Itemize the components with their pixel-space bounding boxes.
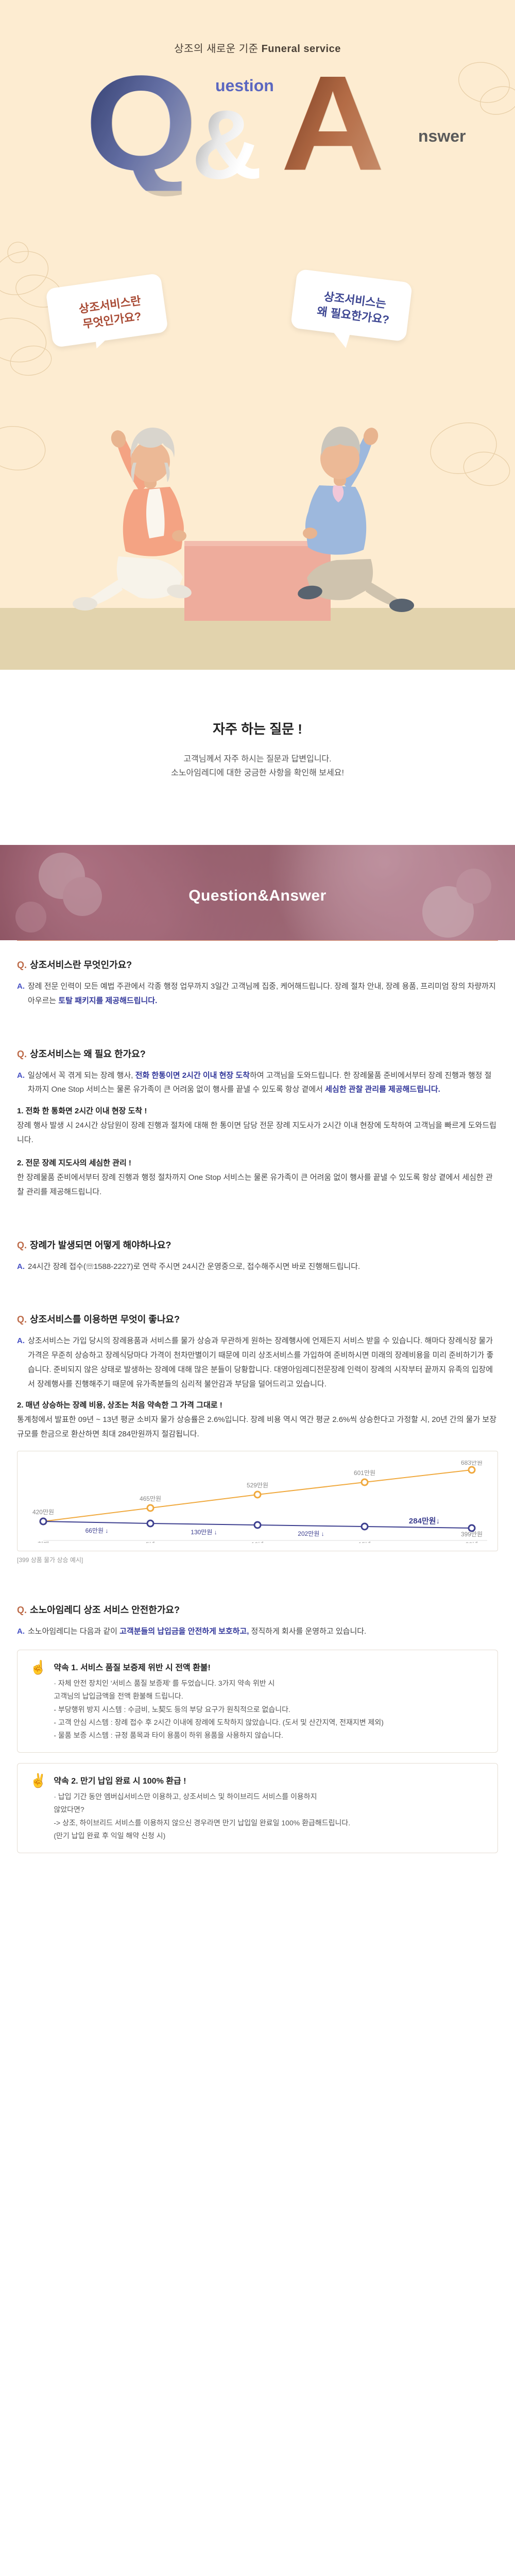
svg-text:529만원: 529만원 (247, 1482, 268, 1489)
svg-text:66만원 ↓: 66만원 ↓ (85, 1527, 109, 1534)
svg-text:601만원: 601만원 (354, 1469, 375, 1477)
svg-text:15년: 15년 (358, 1541, 371, 1543)
svg-text:465만원: 465만원 (140, 1495, 161, 1502)
svg-text:10년: 10년 (251, 1541, 264, 1543)
svg-text:현재: 현재 (38, 1541, 49, 1543)
svg-text:20년: 20년 (466, 1541, 478, 1543)
svg-text:284만원↓: 284만원↓ (409, 1517, 440, 1526)
svg-text:5년: 5년 (146, 1541, 155, 1543)
svg-text:399만원: 399만원 (461, 1531, 483, 1538)
svg-text:202만원 ↓: 202만원 ↓ (298, 1530, 324, 1537)
svg-text:683만원: 683만원 (461, 1461, 483, 1466)
svg-text:130만원 ↓: 130만원 ↓ (191, 1529, 217, 1536)
svg-text:420만원: 420만원 (32, 1509, 54, 1516)
